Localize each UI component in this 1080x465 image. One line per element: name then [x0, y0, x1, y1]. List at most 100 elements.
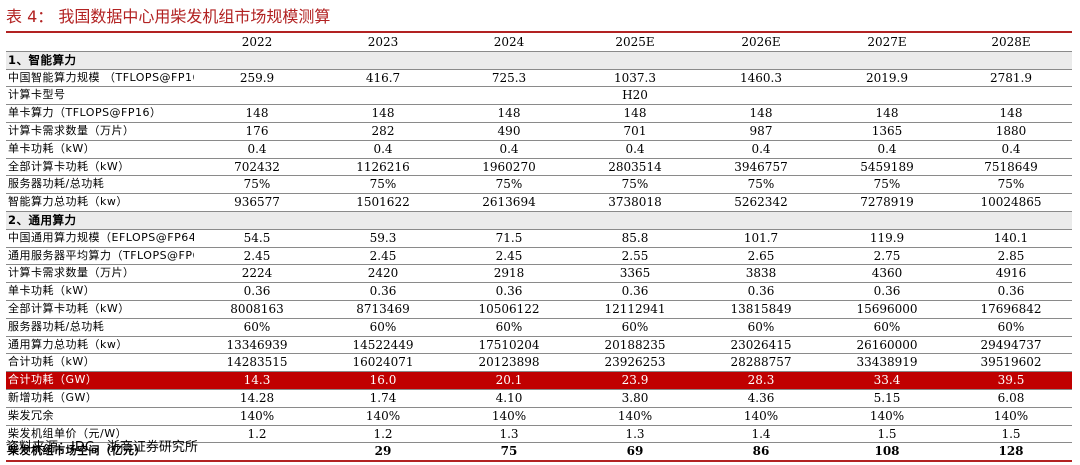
table-row: 服务器功耗/总功耗 60% 60% 60% 60% 60% 60% 60%	[6, 318, 1072, 337]
table-cell: 4916	[950, 264, 1072, 284]
row-label: 合计功耗（kW）	[6, 353, 194, 373]
table-cell: 7278919	[824, 193, 950, 212]
table-cell: 75%	[698, 175, 824, 195]
table-cell: 29494737	[950, 336, 1072, 355]
table-cell: 16024071	[320, 353, 446, 373]
header-cell-year: 2023	[320, 34, 446, 52]
table-cell: 75%	[194, 175, 320, 195]
table-row: 计算卡需求数量（万片） 176 282 490 701 987 1365 1880	[6, 122, 1072, 141]
table-cell: 101.7	[698, 229, 824, 248]
table-cell: 59.3	[320, 229, 446, 248]
table-cell: 8008163	[194, 300, 320, 319]
table-cell: 1365	[824, 122, 950, 141]
table-cell: 702432	[194, 158, 320, 177]
row-label: 服务器功耗/总功耗	[6, 318, 194, 337]
table-cell: 2224	[194, 264, 320, 284]
table-cell: 54.5	[194, 229, 320, 248]
table-cell: 3946757	[698, 158, 824, 177]
table-cell: 148	[698, 104, 824, 123]
table-cell: 148	[950, 104, 1072, 123]
table-cell: 17696842	[950, 300, 1072, 319]
header-cell-year: 2026E	[698, 34, 824, 52]
table-cell: 75%	[824, 175, 950, 195]
table-cell: 14522449	[320, 336, 446, 355]
table-cell: 2019.9	[824, 69, 950, 88]
table-cell: 282	[320, 122, 446, 141]
table-cell: 33438919	[824, 353, 950, 373]
table-cell: 140%	[572, 407, 698, 426]
table-cell: 28.3	[698, 371, 824, 390]
table-cell: 119.9	[824, 229, 950, 248]
table-cell	[950, 86, 1072, 106]
table-row: 全部计算卡功耗（kW） 702432 1126216 1960270 2803514 39…	[6, 158, 1072, 177]
table-cell: 148	[572, 104, 698, 123]
table-cell: 701	[572, 122, 698, 141]
row-label: 单卡功耗（kW）	[6, 282, 194, 301]
table-row: 单卡功耗（kW） 0.4 0.4 0.4 0.4 0.4 0.4 0.4	[6, 140, 1072, 159]
header-cell-year: 2028E	[950, 34, 1072, 52]
table-cell: 2.55	[572, 247, 698, 266]
table-cell: 29	[320, 442, 446, 463]
table-cell: 5262342	[698, 193, 824, 212]
section-header-row: 2、通用算力	[6, 211, 1072, 230]
table-cell: 1.3	[446, 425, 572, 444]
table-cell: 60%	[824, 318, 950, 337]
table-cell: 14.28	[194, 389, 320, 408]
table-cell: 8713469	[320, 300, 446, 319]
section-label: 2、通用算力	[6, 211, 1072, 230]
header-cell-label	[6, 34, 194, 52]
table-cell: 16.0	[320, 371, 446, 390]
table-cell: 23926253	[572, 353, 698, 373]
table-cell: 4.36	[698, 389, 824, 408]
table-cell: 0.4	[950, 140, 1072, 159]
table-cell: 0.4	[194, 140, 320, 159]
row-label: 通用服务器平均算力（TFLOPS@FP64）	[6, 247, 194, 266]
table-cell: 490	[446, 122, 572, 141]
table-cell: 140%	[320, 407, 446, 426]
header-cell-year: 2027E	[824, 34, 950, 52]
table-cell: 39519602	[950, 353, 1072, 373]
table-cell: 1037.3	[572, 69, 698, 88]
table-cell: 0.36	[320, 282, 446, 301]
table-cell: 20.1	[446, 371, 572, 390]
table-cell: 936577	[194, 193, 320, 212]
table-row: 新增功耗（GW） 14.28 1.74 4.10 3.80 4.36 5.15 6.08	[6, 389, 1072, 408]
table-cell: 60%	[572, 318, 698, 337]
table-cell	[446, 86, 572, 106]
table-cell: 20188235	[572, 336, 698, 355]
table-row: 智能算力总功耗（kw） 936577 1501622 2613694 3738018 52…	[6, 193, 1072, 212]
table-cell: 39.5	[950, 371, 1072, 390]
table-cell: 0.4	[698, 140, 824, 159]
row-label: 柴发机组市场空间（亿元）	[6, 442, 194, 463]
table-cell	[194, 442, 320, 463]
row-label: 柴发机组单价（元/W）	[6, 425, 194, 444]
table-cell: 1.4	[698, 425, 824, 444]
table-cell: 2613694	[446, 193, 572, 212]
row-label: 通用算力总功耗（kw）	[6, 336, 194, 355]
header-cell-year: 2025E	[572, 34, 698, 52]
table-cell: 86	[698, 442, 824, 463]
table-row: 中国通用算力规模（EFLOPS@FP64） 54.5 59.3 71.5 85.8 101…	[6, 229, 1072, 248]
table-cell: 0.36	[950, 282, 1072, 301]
table-cell: 4.10	[446, 389, 572, 408]
table-cell: 5459189	[824, 158, 950, 177]
table-row: 合计功耗（kW） 14283515 16024071 20123898 23926253…	[6, 353, 1072, 373]
table-cell: 2.75	[824, 247, 950, 266]
table-cell: 3838	[698, 264, 824, 284]
row-label: 单卡算力（TFLOPS@FP16）	[6, 104, 194, 123]
row-label: 全部计算卡功耗（kW）	[6, 158, 194, 177]
row-label: 新增功耗（GW）	[6, 389, 194, 408]
table-cell: 75%	[446, 175, 572, 195]
table-cell: 148	[320, 104, 446, 123]
row-label: 计算卡需求数量（万片）	[6, 264, 194, 284]
table-cell: 140%	[194, 407, 320, 426]
table-cell: 13815849	[698, 300, 824, 319]
table-cell: 2803514	[572, 158, 698, 177]
section-label: 1、智能算力	[6, 51, 1072, 70]
table-row: 通用算力总功耗（kw） 13346939 14522449 17510204 20188…	[6, 336, 1072, 355]
table-cell: 725.3	[446, 69, 572, 88]
title-rule	[6, 31, 1072, 33]
table-cell: 17510204	[446, 336, 572, 355]
table-cell: 108	[824, 442, 950, 463]
table-cell: 1.3	[572, 425, 698, 444]
